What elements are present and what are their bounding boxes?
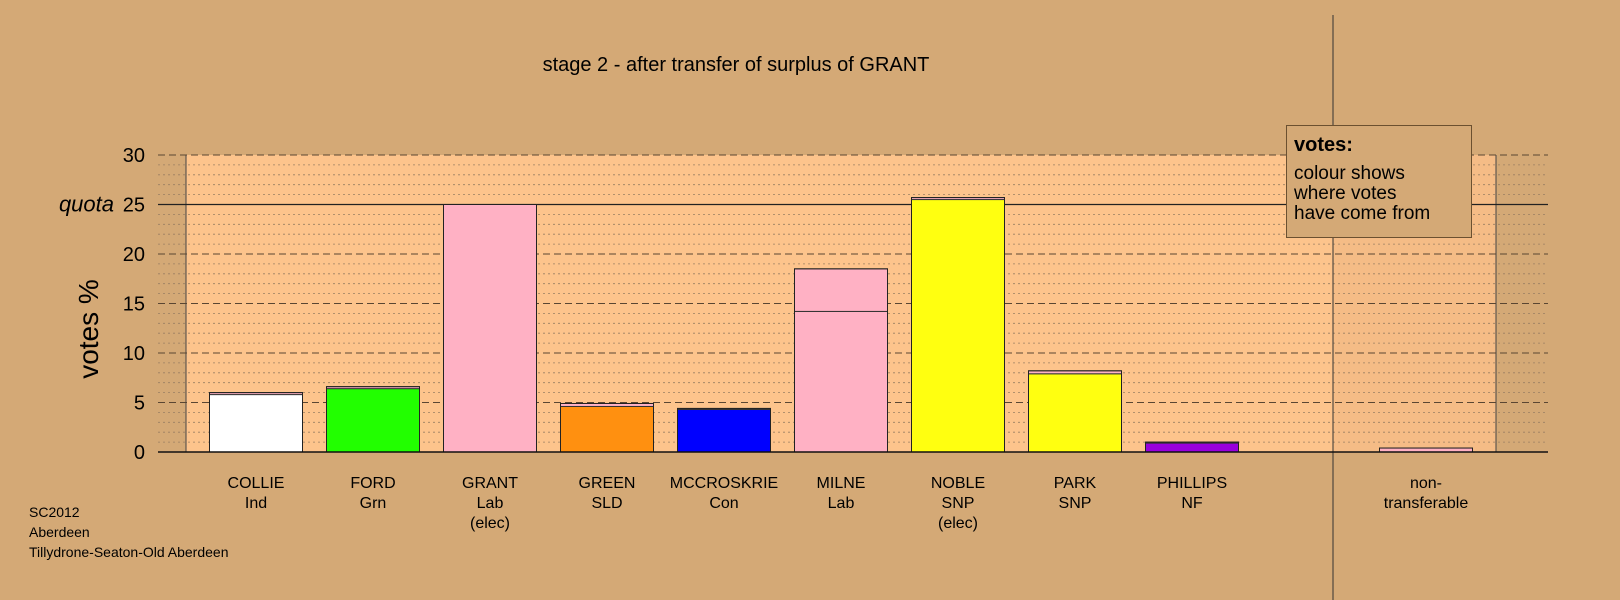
category-label: FORD [350,475,395,492]
category-label: SLD [591,495,622,512]
y-tick-label: 5 [134,393,145,415]
legend-line-2: where votes [1294,183,1397,204]
category-label: Lab [477,495,504,512]
y-axis-label: votes % [73,279,104,379]
bar-segment [560,405,654,453]
bar-segment [911,199,1005,453]
category-label: non- [1410,475,1442,492]
bar-segment [443,204,537,453]
bar-segment [1145,442,1239,453]
category-label: SNP [942,495,975,512]
y-tick-label: 10 [123,343,145,365]
legend-box: votes: colour shows where votes have com… [1286,125,1472,238]
y-tick-label: 0 [134,442,145,464]
bar-segment [677,408,771,453]
quota-label: quota [59,192,114,217]
category-label: MILNE [817,475,866,492]
bar-segment [794,268,888,312]
y-tick-label: 30 [123,145,145,167]
y-tick-label: 25 [123,195,145,217]
bar-segment [209,394,303,453]
category-label: (elec) [470,515,510,532]
legend-line-1: colour shows [1294,163,1405,184]
category-label: GRANT [462,475,518,492]
category-label: NOBLE [931,475,985,492]
footer-ward: Tillydrone-Seaton-Old Aberdeen [29,544,229,560]
category-label: Lab [828,495,855,512]
footer-info: SC2012 Aberdeen Tillydrone-Seaton-Old Ab… [29,502,229,562]
bar-segment [1028,373,1122,453]
bar-segment [794,310,888,453]
legend-title: votes: [1294,134,1353,156]
bar-segment [326,388,420,453]
legend-line-3: have come from [1294,203,1431,224]
y-tick-label: 20 [123,244,145,266]
category-label: (elec) [938,515,978,532]
category-label: PHILLIPS [1157,475,1227,492]
category-label: Grn [360,495,387,512]
category-label: GREEN [579,475,636,492]
category-label: Ind [245,495,267,512]
category-label: COLLIE [228,475,285,492]
category-label: PARK [1054,475,1097,492]
y-tick-label: 15 [123,294,145,316]
chart-title: stage 2 - after transfer of surplus of G… [543,54,930,76]
footer-council: Aberdeen [29,524,90,540]
category-label: Con [709,495,738,512]
category-label: transferable [1384,495,1469,512]
category-label: NF [1181,495,1203,512]
category-label: MCCROSKRIE [670,475,778,492]
footer-election: SC2012 [29,504,80,520]
category-label: SNP [1059,495,1092,512]
